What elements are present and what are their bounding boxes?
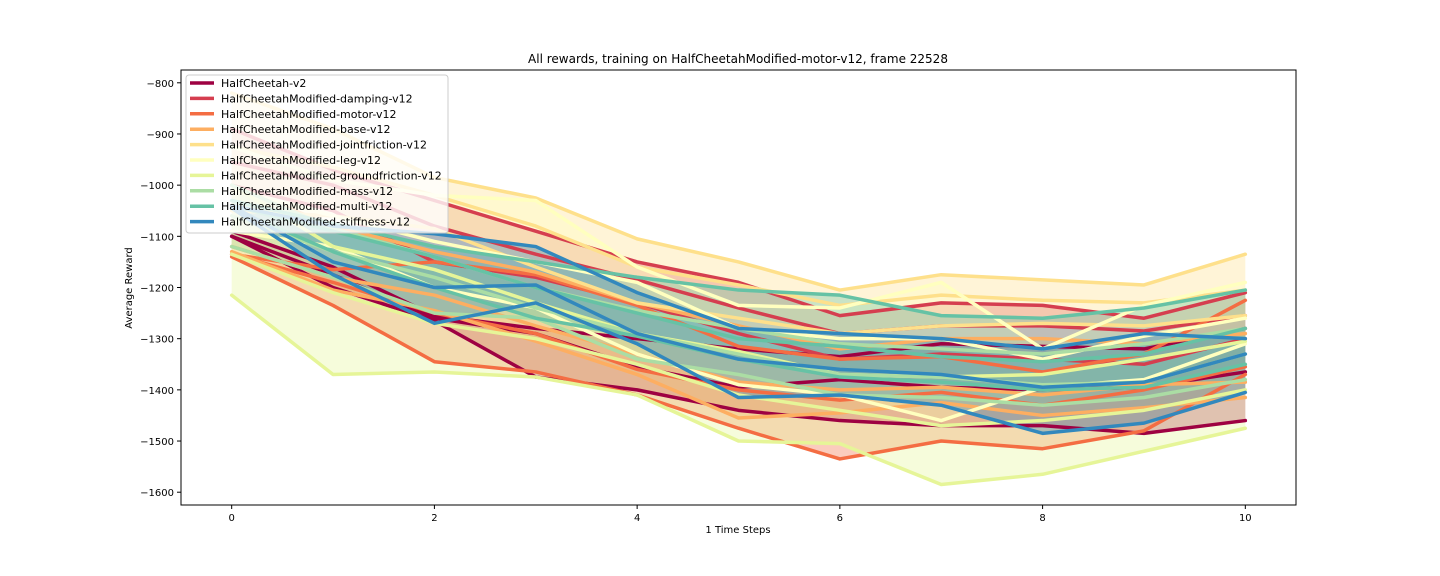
y-tick-label: −900 bbox=[147, 130, 174, 141]
x-tick-label: 10 bbox=[1239, 513, 1252, 524]
series-lower-line-3 bbox=[229, 249, 1248, 420]
series-mean-line-6 bbox=[229, 252, 1248, 428]
x-axis-label: 1 Time Steps bbox=[705, 525, 770, 536]
legend-label-9: HalfCheetahModified-stiffness-v12 bbox=[221, 216, 410, 229]
series-mean-line-3 bbox=[229, 244, 1248, 397]
y-tick-label: −1000 bbox=[140, 181, 174, 192]
series-lower-line-9 bbox=[229, 206, 1248, 436]
series-upper-line-6 bbox=[229, 183, 1248, 379]
series-lower-line-7 bbox=[229, 244, 1248, 407]
legend-label-2: HalfCheetahModified-motor-v12 bbox=[221, 108, 397, 121]
series-upper-line-2 bbox=[229, 252, 1248, 374]
series-lower-line-2 bbox=[229, 255, 1248, 461]
legend-label-5: HalfCheetahModified-leg-v12 bbox=[221, 154, 381, 167]
x-tick-label: 8 bbox=[1039, 513, 1045, 524]
legend-label-6: HalfCheetahModified-groundfriction-v12 bbox=[221, 169, 442, 182]
y-axis: −800 −900 −1000 −1100 −1200 −1300 −1400 −1500 −1… bbox=[140, 79, 181, 499]
series-band-0 bbox=[231, 231, 1246, 434]
legend-label-3: HalfCheetahModified-base-v12 bbox=[221, 123, 390, 136]
y-tick-label: −1100 bbox=[140, 232, 174, 243]
legend-label-1: HalfCheetahModified-damping-v12 bbox=[221, 92, 413, 105]
series-mean-line-9 bbox=[229, 203, 1248, 390]
legend-label-8: HalfCheetahModified-multi-v12 bbox=[221, 200, 392, 213]
x-tick-label: 6 bbox=[837, 513, 843, 524]
series-upper-line-3 bbox=[229, 183, 1248, 351]
legend: HalfCheetah-v2 HalfCheetahModified-dampin… bbox=[185, 74, 449, 234]
x-tick-label: 4 bbox=[634, 513, 640, 524]
series-upper-line-8 bbox=[229, 198, 1248, 320]
chart-title: All rewards, training on HalfCheetahModi… bbox=[528, 52, 948, 66]
y-tick-label: −1300 bbox=[140, 335, 174, 346]
legend-label-7: HalfCheetahModified-mass-v12 bbox=[221, 185, 393, 198]
y-tick-label: −1500 bbox=[140, 437, 174, 448]
x-tick-label: 0 bbox=[228, 513, 234, 524]
y-tick-label: −1200 bbox=[140, 284, 174, 295]
x-tick-label: 2 bbox=[431, 513, 437, 524]
legend-box bbox=[185, 74, 449, 234]
y-tick-label: −1600 bbox=[140, 488, 174, 499]
y-axis-label: Average Reward bbox=[124, 247, 135, 328]
series-mean-line-8 bbox=[229, 203, 1248, 364]
y-tick-label: −800 bbox=[147, 79, 174, 90]
series-lower-line-6 bbox=[229, 293, 1248, 487]
legend-label-4: HalfCheetahModified-jointfriction-v12 bbox=[221, 139, 427, 152]
x-axis: 0 2 4 6 8 10 bbox=[228, 505, 1252, 524]
y-tick-label: −1400 bbox=[140, 386, 174, 397]
legend-label-0: HalfCheetah-v2 bbox=[221, 77, 306, 90]
